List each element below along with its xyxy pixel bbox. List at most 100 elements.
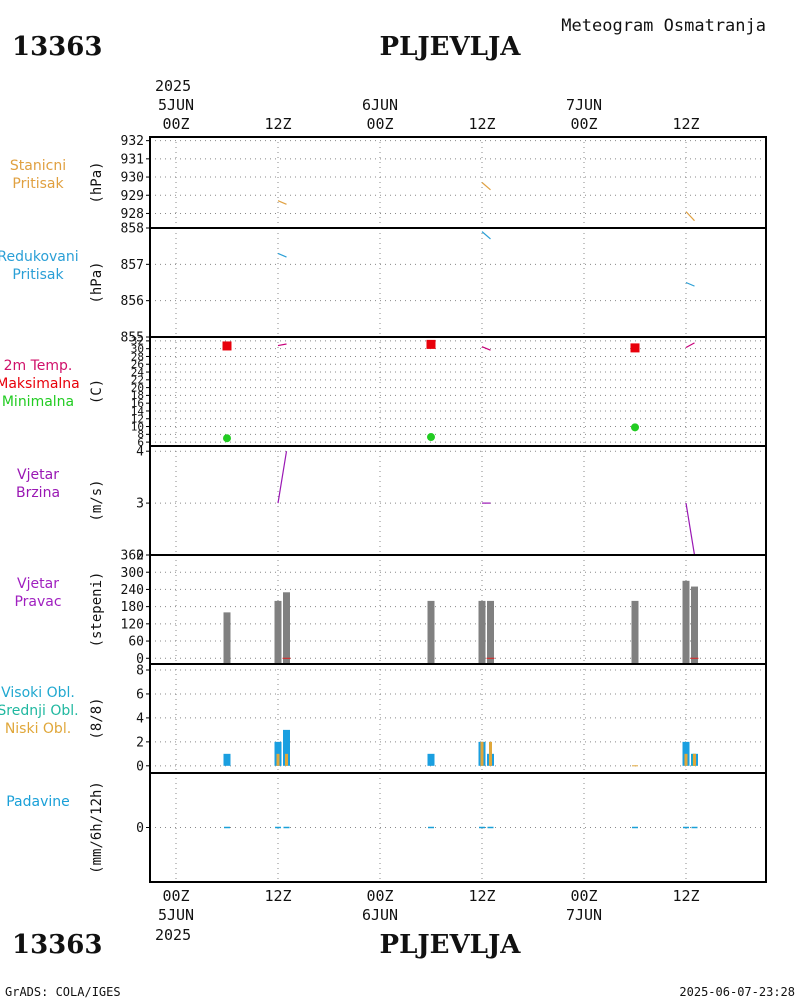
y-tick-label: 24 [131,366,145,379]
y-tick-label: 12 [131,413,144,426]
y-tick-label: 120 [121,617,144,632]
y-tick-label: 28 [131,350,144,363]
y-axis-title: (hPa) [89,261,105,303]
min-temp-point [223,434,231,443]
data-segment [685,281,695,287]
y-tick-label: 30 [131,343,144,356]
y-tick-label: 932 [121,134,144,149]
data-segment [277,451,288,504]
panel-wind-speed: 2 3 4 (m/s) Vjetar Brzina [16,445,766,564]
panel-clouds: 0 2 4 6 8 (8/8) Visoki Obl. Srednji Obl. Niski O… [0,663,766,774]
top-tick-hour: 00Z [162,115,189,133]
y-tick-label: 32 [131,335,144,348]
panel-label: 2m Temp. [4,358,73,374]
panel-label: Stanicni [10,158,66,174]
cloud-low-bar [489,741,492,766]
y-axis-title: (m/s) [89,479,105,521]
y-tick-label: 2 [136,549,144,564]
y-tick-label: 0 [136,759,144,774]
bottom-tick-hour: 12Z [264,887,291,905]
cloud-high-bar [427,753,435,766]
y-axis-title: (C) [89,379,105,404]
panel-label: Niski Obl. [5,721,71,737]
panel-label: Redukovani [0,249,79,265]
y-tick-label: 180 [121,600,144,615]
direction-bar [691,586,698,664]
top-tick-hour: 12Z [264,115,291,133]
cloud-low-bar [285,753,288,766]
y-tick-label: 2 [136,735,144,750]
meteogram-subtitle: Meteogram Osmatranja [561,16,766,36]
bottom-tick-hour: 00Z [366,887,393,905]
direction-bar [427,600,435,664]
data-segment [481,182,491,191]
data-segment [685,502,696,556]
panel-label: Padavine [6,794,70,810]
direction-bar [274,600,282,664]
cloud-high-bar [283,729,290,766]
y-tick-label: 14 [131,405,145,418]
bottom-tick-date: 5JUN [158,906,194,924]
top-tick-hour: 12Z [672,115,699,133]
panel-label: Maksimalna [0,376,80,392]
y-tick-label: 4 [136,445,144,460]
top-tick-date: 7JUN [566,96,602,114]
y-tick-label: 22 [131,374,144,387]
y-axis-title: (hPa) [89,161,105,203]
y-tick-label: 360 [121,549,144,564]
data-segment [277,343,287,347]
panel-reduced-pressure: 855 856 857 858 (hPa) Redukovani Pritisak [0,222,766,346]
panel-label: Pritisak [12,267,64,283]
direction-bar [283,592,290,664]
y-tick-label: 6 [137,436,144,449]
y-tick-label: 10 [131,420,144,433]
y-tick-label: 20 [131,381,144,394]
cloud-low-bar [693,753,696,766]
y-tick-label: 6 [136,687,144,702]
min-temp-point [427,433,435,442]
y-tick-label: 240 [121,583,144,598]
direction-bar [478,600,486,664]
year-bottom: 2025 [155,926,191,944]
y-tick-label: 0 [136,821,144,836]
direction-bar [682,580,690,664]
top-tick-hour: 12Z [468,115,495,133]
data-segment [277,252,287,258]
cloud-high-bar [223,753,231,766]
station-id-top: 13363 [12,32,102,62]
y-tick-label: 929 [121,189,144,204]
y-tick-label: 858 [121,222,144,237]
station-name-top: PLJEVLJA [380,32,522,62]
max-temp-point [630,343,640,353]
y-tick-label: 16 [131,397,144,410]
station-name-bottom: PLJEVLJA [380,930,522,960]
bottom-tick-hour: 12Z [672,887,699,905]
direction-bar [487,600,494,664]
y-axis-title: (stepeni) [89,572,105,648]
panel-label: Vjetar [17,576,59,592]
panel-label: Brzina [16,485,60,501]
panel-label: Visoki Obl. [1,685,75,701]
data-segment [481,346,491,351]
y-tick-label: 8 [137,428,144,441]
station-id-bottom: 13363 [12,930,102,960]
panel-label: Srednji Obl. [0,703,79,719]
top-tick-date: 5JUN [158,96,194,114]
y-tick-label: 60 [128,635,144,650]
y-tick-label: 26 [131,358,144,371]
y-tick-label: 855 [121,331,144,346]
y-tick-label: 0 [136,652,144,667]
direction-bar [223,612,231,664]
y-tick-label: 857 [121,258,144,273]
y-tick-label: 930 [121,171,144,186]
data-segment [481,231,491,240]
panel-station-pressure: 928 929 930 931 932 (hPa) Stanicni Pritisak [10,134,766,228]
panel-label: Minimalna [2,394,74,410]
y-axis-title: (mm/6h/12h) [89,781,105,874]
y-tick-label: 8 [136,664,144,679]
panel-wind-direction: 0 60 120 180 240 300 360 (stepeni) Vjetar Pravac [14,549,766,667]
data-segment [685,342,695,349]
